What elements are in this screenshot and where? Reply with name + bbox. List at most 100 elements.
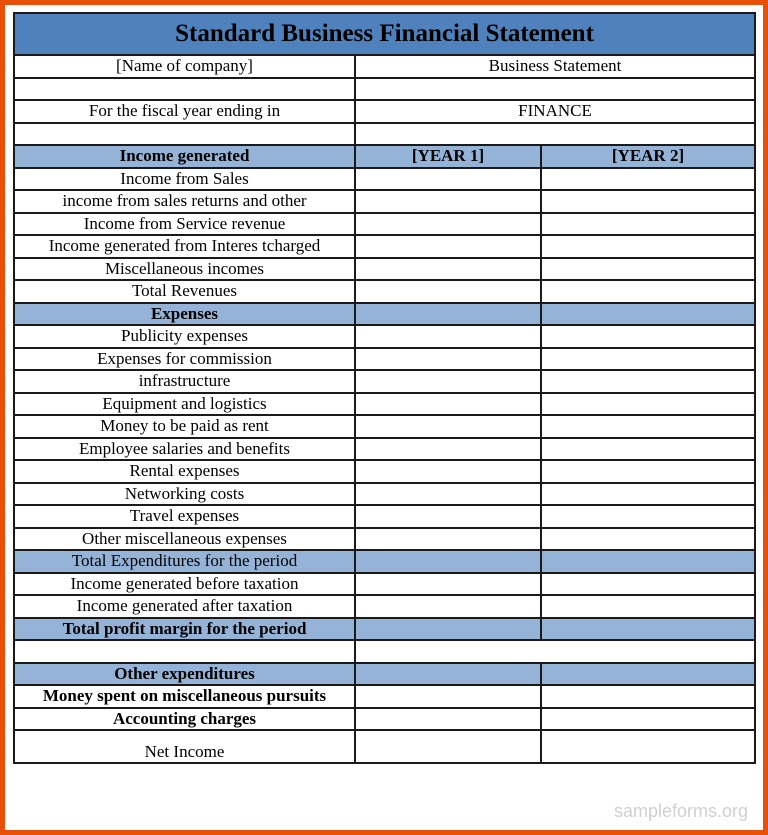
- row-label: Total Expenditures for the period: [13, 549, 356, 574]
- year2-value-cell[interactable]: [539, 549, 757, 574]
- table-row: Employee salaries and benefits: [13, 436, 757, 461]
- table-row: Income from Service revenue: [13, 211, 757, 236]
- year1-value-cell[interactable]: [354, 706, 542, 731]
- header-left-cell[interactable]: For the fiscal year ending in: [13, 99, 356, 124]
- table-row: Total profit margin for the period: [13, 616, 757, 641]
- section-label: Income generated: [13, 144, 356, 169]
- header-info-row: For the fiscal year ending in FINANCE: [13, 99, 757, 124]
- row-label: Other expenditures: [13, 661, 356, 686]
- year1-value-cell[interactable]: [354, 391, 542, 416]
- table-row: Expenses: [13, 301, 757, 326]
- table-row: Income generated from Interes tcharged: [13, 234, 757, 259]
- row-label: Miscellaneous incomes: [13, 256, 356, 281]
- year1-value-cell[interactable]: [354, 459, 542, 484]
- header-left-cell[interactable]: [13, 121, 356, 146]
- year1-value-cell[interactable]: [354, 684, 542, 709]
- row-label: Total profit margin for the period: [13, 616, 356, 641]
- header-info-row: [13, 121, 757, 146]
- row-label: [13, 639, 356, 664]
- row-label: Equipment and logistics: [13, 391, 356, 416]
- table-row: Money spent on miscellaneous pursuits: [13, 684, 757, 709]
- year2-value-cell[interactable]: [539, 729, 757, 764]
- header-left-cell[interactable]: [13, 76, 356, 101]
- year1-value-cell[interactable]: [354, 616, 542, 641]
- year2-value-cell[interactable]: [539, 661, 757, 686]
- table-row: Other expenditures: [13, 661, 757, 686]
- row-label: Net Income: [13, 729, 356, 764]
- year2-value-cell[interactable]: [539, 279, 757, 304]
- table-row: Total Expenditures for the period: [13, 549, 757, 574]
- year2-value-cell[interactable]: [539, 369, 757, 394]
- header-info-row: [Name of company] Business Statement: [13, 54, 757, 79]
- table-row: Other miscellaneous expenses: [13, 526, 757, 551]
- row-label: Money spent on miscellaneous pursuits: [13, 684, 356, 709]
- header-left-cell[interactable]: [Name of company]: [13, 54, 356, 79]
- financial-statement-table: Standard Business Financial Statement [N…: [12, 12, 757, 764]
- year2-value-cell[interactable]: [539, 211, 757, 236]
- year2-value-cell[interactable]: [539, 481, 757, 506]
- year2-value-cell[interactable]: [539, 234, 757, 259]
- header-right-cell[interactable]: [353, 76, 757, 101]
- table-row: Money to be paid as rent: [13, 414, 757, 439]
- row-label: Income generated from Interes tcharged: [13, 234, 356, 259]
- year1-value-cell[interactable]: [354, 346, 542, 371]
- year1-value-cell[interactable]: [354, 256, 542, 281]
- year1-value-cell[interactable]: [354, 729, 542, 764]
- year2-value-cell[interactable]: [539, 616, 757, 641]
- row-label: Income from Sales: [13, 166, 356, 191]
- year2-value-cell[interactable]: [539, 301, 757, 326]
- year1-value-cell[interactable]: [354, 189, 542, 214]
- table-row: Income generated before taxation: [13, 571, 757, 596]
- year2-value-cell[interactable]: [539, 436, 757, 461]
- year2-value-cell[interactable]: [539, 684, 757, 709]
- year2-value-cell[interactable]: [539, 256, 757, 281]
- year1-header: [YEAR 1]: [354, 144, 542, 169]
- year2-value-cell[interactable]: [539, 189, 757, 214]
- year2-value-cell[interactable]: [539, 324, 757, 349]
- header-right-cell[interactable]: Business Statement: [353, 54, 757, 79]
- year1-value-cell[interactable]: [354, 504, 542, 529]
- table-row: [13, 639, 757, 664]
- table-row: Publicity expenses: [13, 324, 757, 349]
- year1-value-cell[interactable]: [354, 661, 542, 686]
- year1-value-cell[interactable]: [354, 549, 542, 574]
- header-right-cell[interactable]: FINANCE: [353, 99, 757, 124]
- year1-value-cell[interactable]: [354, 301, 542, 326]
- year1-value-cell[interactable]: [354, 324, 542, 349]
- year1-value-cell[interactable]: [354, 481, 542, 506]
- year2-value-cell[interactable]: [539, 504, 757, 529]
- income-generated-header-row: Income generated [YEAR 1] [YEAR 2]: [13, 144, 757, 169]
- year2-header: [YEAR 2]: [539, 144, 757, 169]
- year1-value-cell[interactable]: [354, 369, 542, 394]
- table-row: income from sales returns and other: [13, 189, 757, 214]
- year2-value-cell[interactable]: [539, 346, 757, 371]
- row-label: Expenses for commission: [13, 346, 356, 371]
- year2-value-cell[interactable]: [539, 526, 757, 551]
- year1-value-cell[interactable]: [354, 594, 542, 619]
- year2-value-cell[interactable]: [539, 571, 757, 596]
- year1-value-cell[interactable]: [354, 436, 542, 461]
- year1-value-cell[interactable]: [354, 279, 542, 304]
- year1-value-cell[interactable]: [354, 166, 542, 191]
- row-label: Expenses: [13, 301, 356, 326]
- year2-value-cell[interactable]: [539, 391, 757, 416]
- title-row: Standard Business Financial Statement: [12, 12, 757, 56]
- table-row: Accounting charges: [13, 706, 757, 731]
- year2-value-cell[interactable]: [539, 594, 757, 619]
- year1-value-cell[interactable]: [354, 211, 542, 236]
- table-row: Expenses for commission: [13, 346, 757, 371]
- header-info-row: [13, 76, 757, 101]
- year1-value-cell[interactable]: [354, 234, 542, 259]
- value-cell[interactable]: [353, 639, 757, 664]
- year1-value-cell[interactable]: [354, 571, 542, 596]
- year1-value-cell[interactable]: [354, 526, 542, 551]
- year2-value-cell[interactable]: [539, 414, 757, 439]
- statement-title: Standard Business Financial Statement: [12, 12, 757, 56]
- year2-value-cell[interactable]: [539, 166, 757, 191]
- year2-value-cell[interactable]: [539, 706, 757, 731]
- table-row: Miscellaneous incomes: [13, 256, 757, 281]
- table-row: Networking costs: [13, 481, 757, 506]
- year1-value-cell[interactable]: [354, 414, 542, 439]
- year2-value-cell[interactable]: [539, 459, 757, 484]
- header-right-cell[interactable]: [353, 121, 757, 146]
